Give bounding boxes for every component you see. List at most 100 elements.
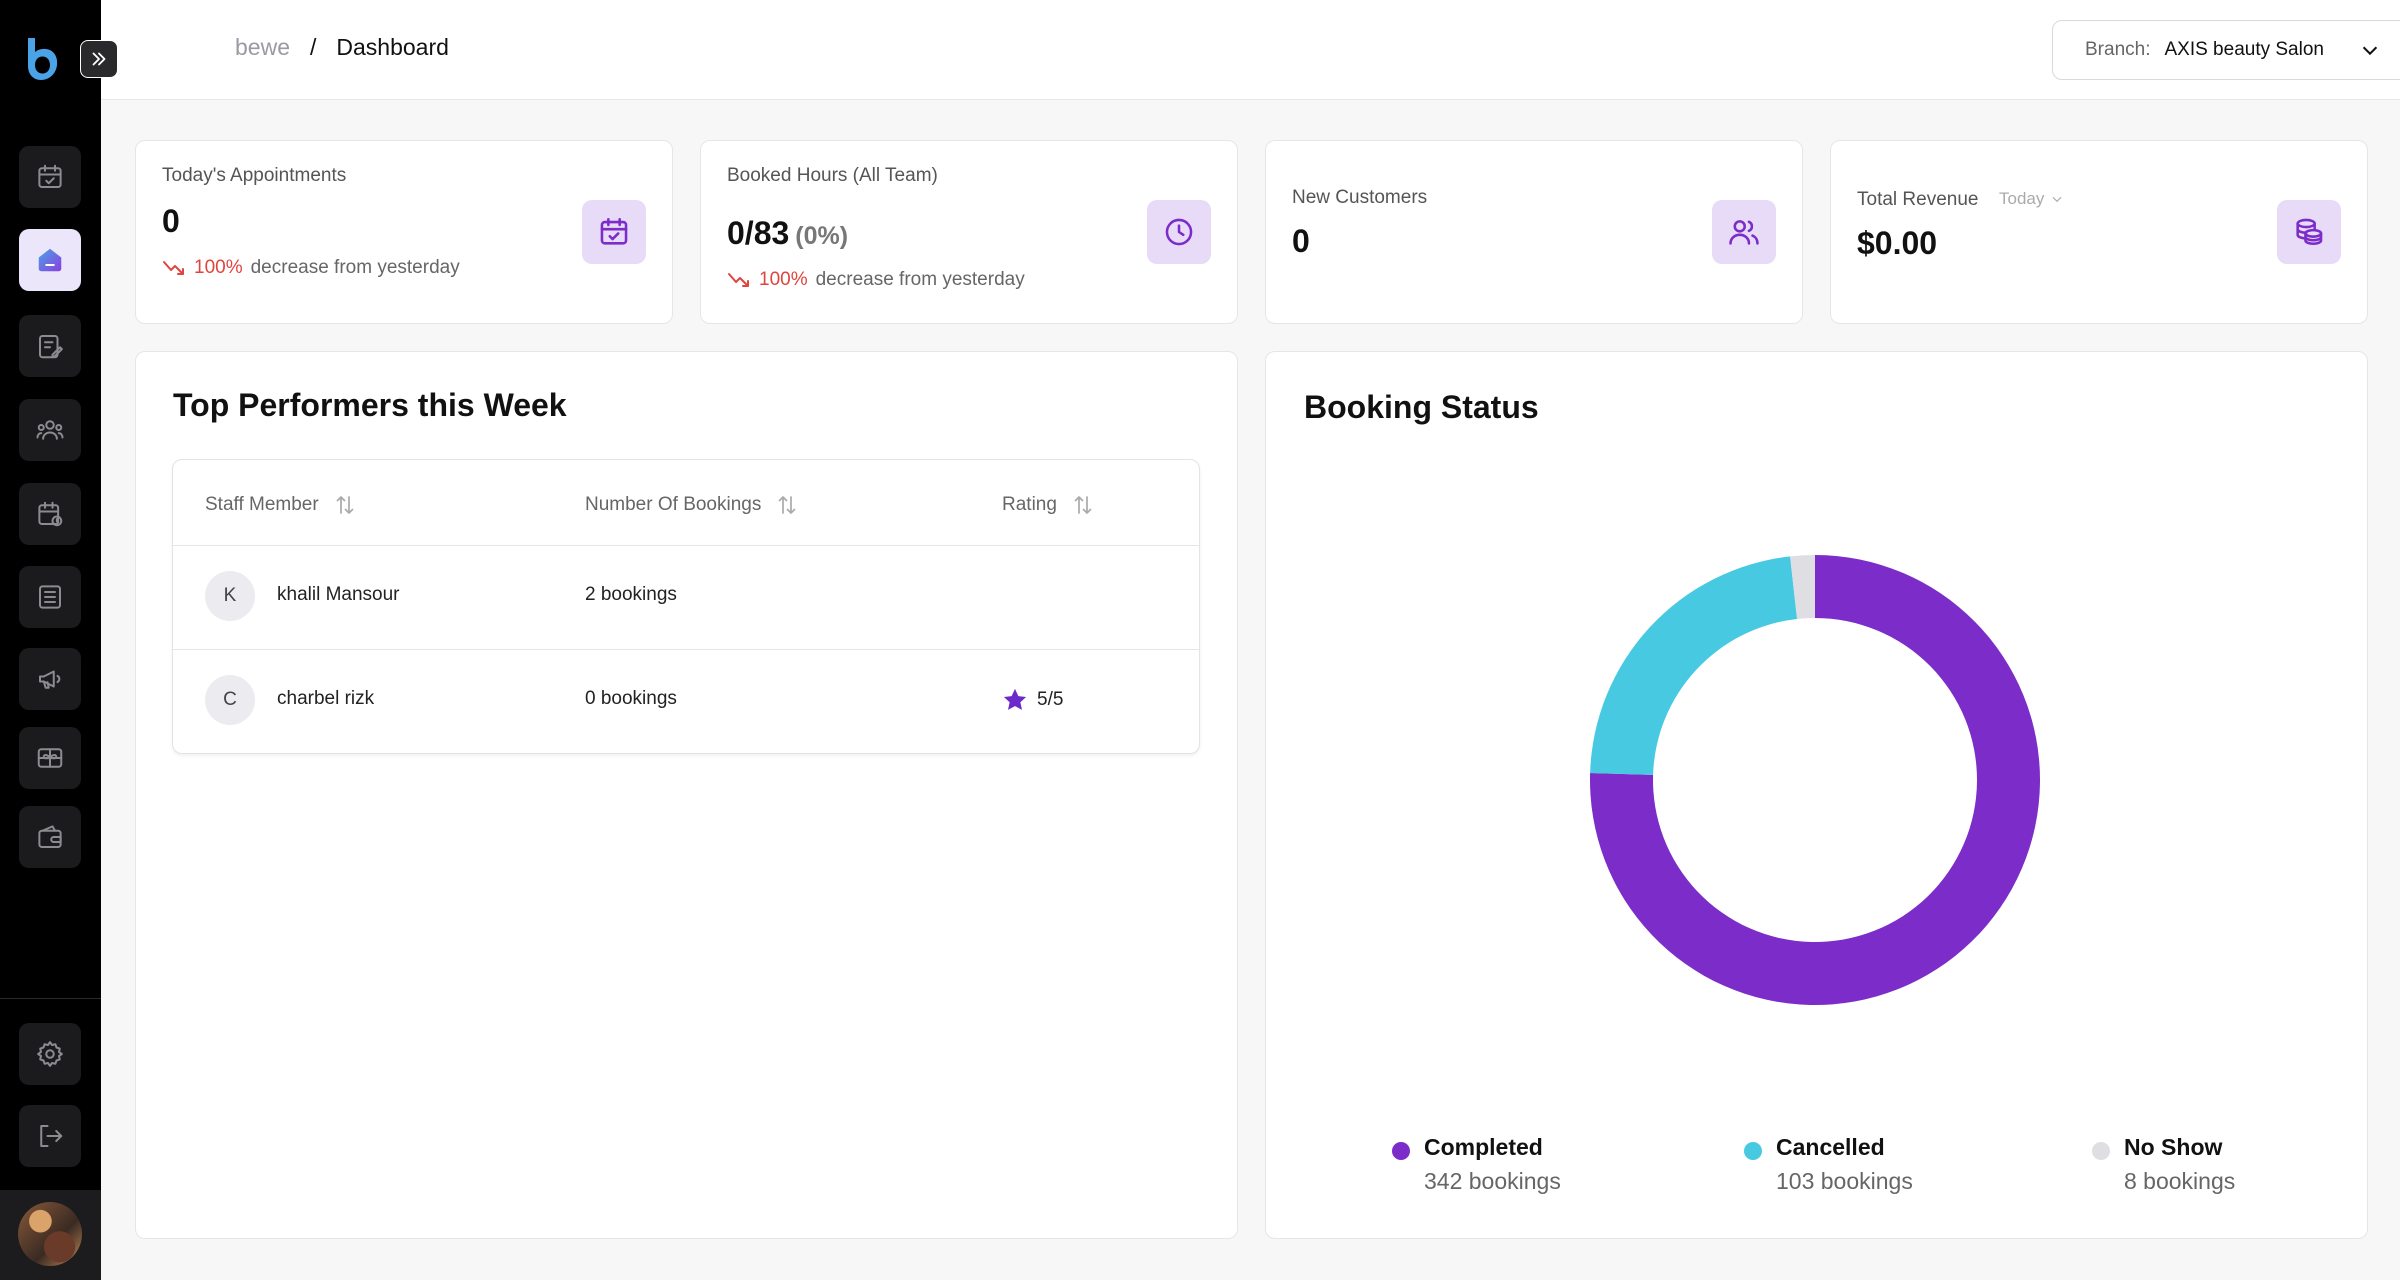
staff-name: khalil Mansour xyxy=(277,584,400,605)
trend-down-icon xyxy=(728,273,749,287)
chevrons-right-icon xyxy=(92,52,106,66)
gear-icon xyxy=(37,1041,63,1067)
column-header-staff[interactable]: Staff Member xyxy=(205,494,355,516)
table-divider xyxy=(173,649,1199,650)
sidebar-item-dashboard[interactable] xyxy=(19,229,81,291)
performers-table: Staff Member Number Of Bookings Rating K… xyxy=(172,459,1200,754)
sidebar-item-marketing[interactable] xyxy=(19,648,81,710)
donut-slice-no-show[interactable] xyxy=(1790,555,1815,619)
chevron-down-icon xyxy=(2052,196,2062,203)
calendar-clock-icon xyxy=(38,501,63,527)
calendar-check-icon xyxy=(600,217,628,245)
gift-card-icon xyxy=(37,748,63,768)
sidebar-item-services[interactable] xyxy=(19,566,81,628)
users-icon xyxy=(1729,220,1759,245)
table-row[interactable]: C charbel rizk 0 bookings 5/5 xyxy=(173,650,1199,753)
sidebar-item-logout[interactable] xyxy=(19,1105,81,1167)
sidebar-item-gift-cards[interactable] xyxy=(19,727,81,789)
sort-icon xyxy=(336,496,354,514)
staff-avatar: K xyxy=(205,571,255,621)
stat-change-percent: 100% xyxy=(194,257,243,278)
branch-value: AXIS beauty Salon xyxy=(2164,39,2324,60)
stat-title: New Customers xyxy=(1292,187,1428,208)
stat-value: 0 xyxy=(1292,223,1310,259)
sort-icon xyxy=(779,496,796,514)
legend-dot xyxy=(1744,1142,1762,1160)
sort-icon xyxy=(1074,496,1092,514)
legend-label: No Show xyxy=(2124,1134,2223,1160)
donut-slice-cancelled[interactable] xyxy=(1590,556,1798,775)
sidebar-item-wallet[interactable] xyxy=(19,806,81,868)
staff-name: charbel rizk xyxy=(277,688,375,709)
staff-rating: 5/5 xyxy=(1001,686,1063,714)
stat-card-new-customers: New Customers 0 xyxy=(1265,140,1803,324)
branch-label: Branch: xyxy=(2085,39,2151,60)
rating-value: 5/5 xyxy=(1037,689,1064,710)
stat-title: Today's Appointments xyxy=(162,165,347,186)
sidebar-item-customers[interactable] xyxy=(19,399,81,461)
legend-count: 342 bookings xyxy=(1424,1168,1561,1194)
top-bar: bewe / Dashboard Branch: AXIS beauty Sal… xyxy=(101,0,2400,100)
stat-title: Total Revenue xyxy=(1857,189,1979,210)
stat-icon xyxy=(1712,200,1776,264)
chevron-down-icon xyxy=(2362,46,2378,56)
coins-icon xyxy=(2296,218,2323,246)
column-header-label: Number Of Bookings xyxy=(585,494,762,515)
table-divider xyxy=(173,545,1199,546)
staff-bookings: 0 bookings xyxy=(585,688,677,709)
stat-value: 0 xyxy=(162,203,180,239)
sidebar-toggle-button[interactable] xyxy=(80,40,118,78)
legend-dot xyxy=(2092,1142,2110,1160)
clock-icon xyxy=(1165,218,1193,246)
bewe-logo[interactable] xyxy=(24,36,60,82)
breadcrumb-separator: / xyxy=(309,34,317,60)
column-header-label: Rating xyxy=(1002,494,1057,515)
clipboard-edit-icon xyxy=(39,335,63,359)
stat-icon xyxy=(2277,200,2341,264)
stat-change-percent: 100% xyxy=(759,269,808,290)
staff-bookings: 2 bookings xyxy=(585,584,677,605)
legend-label: Completed xyxy=(1424,1134,1543,1160)
sidebar xyxy=(0,0,101,1280)
users-icon xyxy=(36,420,64,440)
stat-change-text: decrease from yesterday xyxy=(815,269,1025,290)
breadcrumb-home[interactable]: bewe xyxy=(235,34,290,60)
stat-value: 0/83 (0%) xyxy=(727,215,848,252)
sidebar-item-reports[interactable] xyxy=(19,315,81,377)
branch-select[interactable]: Branch: AXIS beauty Salon xyxy=(2052,20,2400,80)
sidebar-item-schedule[interactable] xyxy=(19,483,81,545)
period-select[interactable]: Today xyxy=(1999,189,2064,209)
stat-value-main: 0/83 xyxy=(727,215,790,251)
column-header-bookings[interactable]: Number Of Bookings xyxy=(585,494,797,516)
booking-status-title: Booking Status xyxy=(1304,389,1539,425)
column-header-label: Staff Member xyxy=(205,494,319,515)
booking-status-panel xyxy=(1265,351,2368,1239)
stat-change-text: decrease from yesterday xyxy=(250,257,460,278)
avatar[interactable] xyxy=(18,1202,82,1266)
legend-count: 103 bookings xyxy=(1776,1168,1913,1194)
stat-icon xyxy=(582,200,646,264)
booking-status-donut-chart xyxy=(1590,555,2040,1005)
table-row[interactable]: K khalil Mansour 2 bookings xyxy=(173,546,1199,649)
sidebar-item-settings[interactable] xyxy=(19,1023,81,1085)
sidebar-item-appointments[interactable] xyxy=(19,146,81,208)
logout-icon xyxy=(40,1125,63,1147)
star-icon xyxy=(1003,688,1027,710)
legend-count: 8 bookings xyxy=(2124,1168,2236,1194)
wallet-icon xyxy=(38,825,62,848)
staff-avatar: C xyxy=(205,675,255,725)
stat-value-percent: (0%) xyxy=(795,222,849,250)
stat-title: Booked Hours (All Team) xyxy=(727,165,938,186)
breadcrumb: bewe / Dashboard xyxy=(235,34,449,61)
stat-icon xyxy=(1147,200,1211,264)
sidebar-divider xyxy=(0,998,101,999)
top-performers-title: Top Performers this Week xyxy=(173,387,567,423)
stat-card-booked-hours: Booked Hours (All Team) 0/83 (0%) 100% de… xyxy=(700,140,1238,324)
stat-card-total-revenue: Total Revenue Today $0.00 xyxy=(1830,140,2368,324)
column-header-rating[interactable]: Rating xyxy=(1002,494,1093,516)
calendar-check-icon xyxy=(38,164,62,188)
trend-down-icon xyxy=(163,261,184,275)
megaphone-icon xyxy=(39,670,61,689)
stat-change: 100% decrease from yesterday xyxy=(727,269,1025,291)
breadcrumb-current: Dashboard xyxy=(336,34,449,60)
